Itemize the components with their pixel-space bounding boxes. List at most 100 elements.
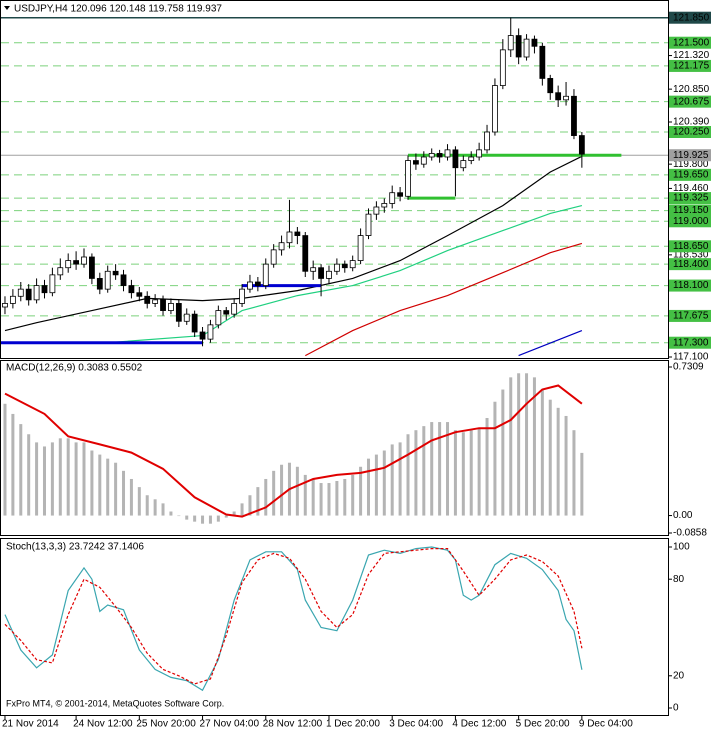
candle-body <box>168 303 174 311</box>
macd-bar <box>430 422 434 516</box>
macd-bar <box>517 373 521 516</box>
macd-bar <box>335 481 339 516</box>
macd-bar <box>66 438 70 516</box>
candle-body <box>128 285 135 294</box>
macd-bar <box>208 515 212 524</box>
macd-title: MACD(12,26,9) 0.3083 0.5502 <box>6 363 143 374</box>
candle-body <box>33 285 40 301</box>
macd-bar <box>580 452 584 516</box>
candle-body <box>294 231 301 236</box>
macd-bar <box>11 413 15 516</box>
candle-body <box>270 249 277 265</box>
macd-bar <box>90 450 94 516</box>
macd-bar <box>240 503 244 516</box>
moving-average <box>107 205 583 344</box>
y-tick-label: -0.0858 <box>673 528 707 539</box>
candle-body <box>515 35 522 58</box>
macd-bar <box>42 446 46 516</box>
moving-average <box>305 242 583 357</box>
y-tick-label: 20 <box>673 670 685 681</box>
macd-bar <box>264 478 268 516</box>
macd-bar <box>98 454 102 516</box>
macd-bar <box>359 466 363 516</box>
macd-bar <box>414 430 418 516</box>
x-tick-label: 25 Nov 20:00 <box>136 719 196 730</box>
macd-bar <box>469 430 473 516</box>
candle-body <box>428 153 435 158</box>
macd-bar <box>169 511 173 516</box>
macd-bar <box>19 424 23 516</box>
y-tick-label: 118.100 <box>673 280 709 291</box>
candle-body <box>49 274 56 294</box>
macd-bar <box>272 470 276 516</box>
y-tick-label: 118.400 <box>673 259 709 270</box>
candle-body <box>104 270 111 290</box>
macd-bar <box>453 430 457 516</box>
macd-bar <box>58 438 62 516</box>
y-tick-label: 119.650 <box>673 169 709 180</box>
x-tick-label: 5 Dec 20:00 <box>516 719 570 730</box>
macd-bar <box>280 464 284 516</box>
macd-bar <box>177 515 181 517</box>
y-tick-label: 119.460 <box>673 183 709 194</box>
candle-body <box>365 213 372 236</box>
stoch-title: Stoch(13,3,3) 23.7242 37.1406 <box>6 542 144 553</box>
x-tick-label: 28 Nov 12:00 <box>263 719 323 730</box>
candle-body <box>547 78 554 94</box>
macd-bar <box>406 434 410 516</box>
stoch-signal <box>4 547 583 685</box>
macd-bar <box>548 399 552 516</box>
y-tick-label: 119.150 <box>673 205 709 216</box>
macd-bar <box>390 444 394 516</box>
candle-body <box>9 295 16 304</box>
candle-body <box>239 288 245 304</box>
plot-layer: 121.320 120.850 120.390 119.800 119.460 118.5… <box>0 11 711 730</box>
candle-body <box>578 135 585 155</box>
y-label-box <box>669 309 711 322</box>
macd-bar <box>311 478 315 516</box>
candle-body <box>523 38 530 58</box>
candle-body <box>144 295 151 304</box>
candle-body <box>555 92 562 101</box>
moving-average <box>518 330 583 357</box>
macd-bar <box>556 407 560 516</box>
macd-bar <box>525 373 529 516</box>
menu-arrow <box>4 6 10 10</box>
candle-body <box>65 260 72 269</box>
macd-bar <box>303 474 307 516</box>
macd-bar <box>114 462 118 516</box>
candle-body <box>484 131 490 151</box>
y-label-box <box>669 336 711 349</box>
candle-body <box>160 299 166 311</box>
y-tick-label: 120.675 <box>673 96 710 107</box>
macd-bar <box>477 428 481 516</box>
candle-body <box>278 242 285 251</box>
candle-body <box>436 153 443 158</box>
y-label-box <box>669 258 711 271</box>
macd-bar <box>3 403 7 516</box>
macd-bar <box>564 415 568 516</box>
candle-body <box>499 49 506 86</box>
y-label-box <box>669 59 711 72</box>
candle-body <box>389 192 396 204</box>
candle-body <box>563 95 569 101</box>
y-tick-label: 119.925 <box>673 150 709 161</box>
candle-body <box>286 231 293 244</box>
candle-body <box>507 35 514 51</box>
macd-bar <box>122 470 126 516</box>
candle-body <box>468 156 475 161</box>
candle-body <box>373 206 380 215</box>
macd-bar <box>185 515 189 520</box>
candle-body <box>326 270 332 279</box>
copyright: FxPro MT4, © 2001-2014, MetaQuotes Softw… <box>6 698 224 708</box>
y-label-box <box>669 204 711 217</box>
macd-bar <box>295 466 299 516</box>
candle-body <box>460 160 467 169</box>
y-label-box <box>669 240 711 253</box>
macd-bar <box>343 478 347 516</box>
candle-body <box>405 160 411 197</box>
macd-bar <box>327 483 331 516</box>
macd-bar <box>145 495 149 516</box>
candle-body <box>247 281 253 290</box>
candle-body <box>262 263 269 286</box>
